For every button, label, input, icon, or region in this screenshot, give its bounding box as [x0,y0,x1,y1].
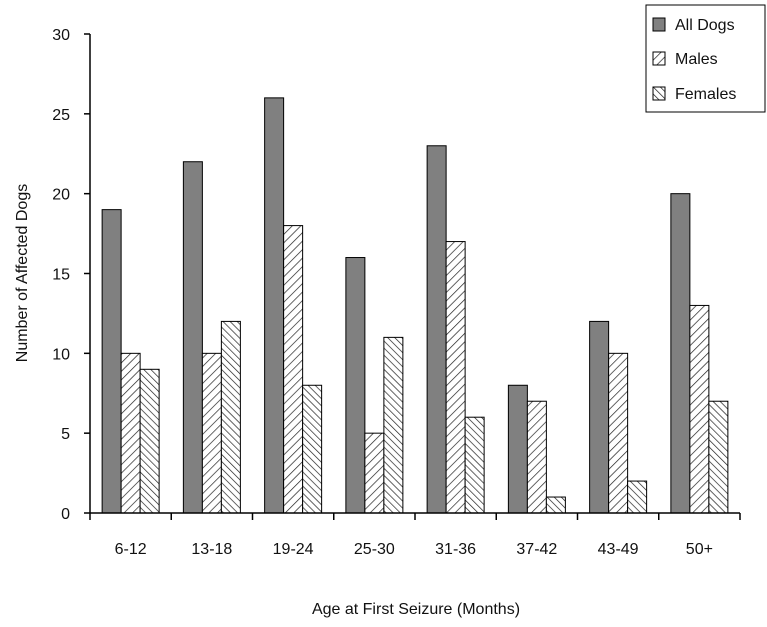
x-tick-label: 50+ [686,541,713,558]
bar-females-6-12 [139,368,160,514]
bar-all-dogs-6-12 [101,209,122,514]
legend-label-all-dogs: All Dogs [675,17,735,34]
bar-males-50+ [689,304,710,514]
legend-swatch-males [652,51,666,66]
bar-males-37-42 [526,400,547,514]
bars-group [101,97,729,514]
bar-males-43-49 [608,352,629,514]
x-ticks-group: 6-12 13-18 19-24 25-30 31-36 37-42 43-49 50+ [89,513,741,558]
legend-label-males: Males [675,51,718,68]
bar-males-25-30 [364,432,385,514]
bar-females-37-42 [545,496,566,514]
bar-all-dogs-37-42 [507,384,528,514]
x-tick-label: 37-42 [516,541,557,558]
y-axis-title: Number of Affected Dogs [14,184,31,362]
y-tick-label: 0 [61,506,70,523]
bar-all-dogs-43-49 [589,320,610,514]
bar-males-19-24 [283,225,304,514]
bar-females-19-24 [302,384,323,514]
x-axis-title: Age at First Seizure (Months) [312,601,520,618]
x-tick-label: 31-36 [435,541,476,558]
bar-all-dogs-19-24 [264,97,285,514]
y-tick-label: 5 [61,426,70,443]
x-tick-label: 43-49 [598,541,639,558]
x-tick-label: 13-18 [191,541,232,558]
bar-all-dogs-31-36 [426,145,447,514]
bar-females-43-49 [627,480,648,514]
legend: All Dogs Males Females [645,4,766,113]
y-tick-label: 15 [52,267,70,284]
legend-box [645,4,766,113]
bar-all-dogs-25-30 [345,257,366,514]
bar-males-6-12 [120,352,141,514]
y-tick-label: 10 [52,346,70,363]
y-tick-label: 30 [52,27,70,44]
bar-males-13-18 [201,352,222,514]
y-ticks-group: 0 5 10 15 20 25 30 [52,27,90,523]
bar-females-13-18 [220,320,241,514]
y-tick-label: 25 [52,107,70,124]
bar-all-dogs-50+ [670,193,691,514]
bar-females-31-36 [464,416,485,514]
bar-all-dogs-13-18 [182,161,203,514]
legend-swatch-females [652,86,666,101]
legend-swatch-all-dogs [652,17,666,32]
bar-males-31-36 [445,241,466,514]
x-tick-label: 6-12 [115,541,147,558]
bar-females-50+ [708,400,729,514]
x-tick-label: 25-30 [354,541,395,558]
x-tick-label: 19-24 [273,541,314,558]
bar-females-25-30 [383,336,404,514]
y-tick-label: 20 [52,187,70,204]
legend-label-females: Females [675,86,736,103]
